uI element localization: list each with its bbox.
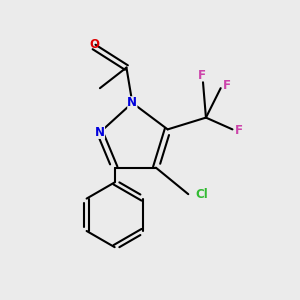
Text: F: F (235, 124, 243, 137)
Text: O: O (89, 38, 99, 50)
Text: N: N (95, 126, 105, 139)
Text: F: F (197, 69, 206, 82)
Text: F: F (223, 79, 231, 92)
Text: N: N (127, 96, 137, 110)
Text: Cl: Cl (195, 188, 208, 201)
